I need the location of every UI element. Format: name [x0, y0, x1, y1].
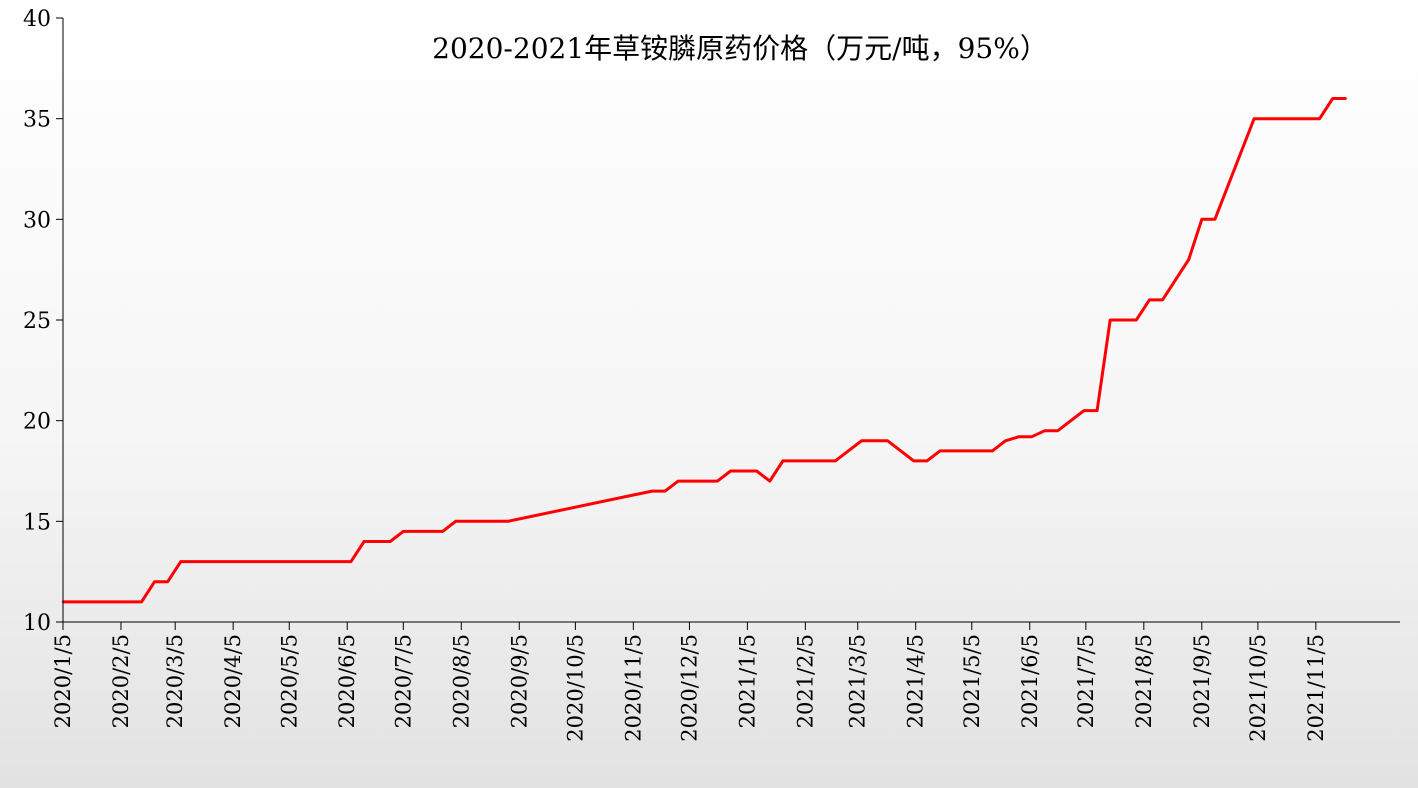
data-point	[454, 520, 457, 523]
chart-title: 2020-2021年草铵膦原药价格（万元/吨，95%）	[432, 32, 1048, 65]
data-point	[179, 560, 183, 563]
x-tick-label: 2020/5/5	[277, 634, 301, 728]
y-tick-label: 30	[23, 208, 51, 233]
data-point	[663, 489, 667, 493]
data-point	[1187, 258, 1190, 261]
data-point	[1108, 318, 1112, 322]
data-point	[1043, 429, 1046, 432]
data-point	[349, 560, 353, 563]
data-point	[781, 459, 785, 463]
y-tick-label: 10	[23, 611, 51, 636]
data-point	[389, 540, 392, 543]
x-tick-label: 2020/3/5	[163, 634, 187, 728]
data-point	[912, 459, 916, 463]
x-tick-label: 2020/4/5	[221, 634, 245, 728]
x-tick-label: 2020/1/5	[51, 634, 75, 728]
data-point	[1004, 439, 1007, 442]
x-tick-label: 2020/8/5	[449, 634, 473, 728]
data-point	[402, 530, 405, 533]
data-point	[729, 469, 732, 473]
x-tick-label: 2021/9/5	[1190, 634, 1214, 728]
data-point	[938, 449, 942, 453]
data-point	[1331, 97, 1334, 100]
data-point	[166, 580, 169, 583]
data-point	[140, 600, 143, 604]
x-tick-label: 2021/1/5	[735, 634, 759, 728]
data-point	[1318, 117, 1321, 120]
data-point	[506, 520, 510, 523]
x-tick-label: 2020/12/5	[677, 634, 701, 742]
x-tick-label: 2021/4/5	[904, 634, 928, 728]
x-tick-label: 2020/9/5	[507, 634, 531, 728]
data-point	[1017, 435, 1020, 438]
data-point	[650, 489, 654, 493]
x-tick-label: 2021/5/5	[960, 634, 984, 728]
x-tick-label: 2021/11/5	[1304, 634, 1328, 742]
x-tick-label: 2020/10/5	[563, 634, 587, 742]
data-point	[1135, 318, 1138, 322]
price-series-line	[63, 97, 1346, 604]
data-point	[1344, 97, 1347, 100]
data-point	[886, 439, 889, 442]
data-point	[1161, 298, 1164, 302]
y-tick-label: 20	[23, 410, 51, 435]
data-point	[860, 439, 863, 442]
data-point	[834, 459, 837, 463]
data-point	[1148, 298, 1151, 302]
data-point	[991, 449, 994, 453]
data-point	[362, 540, 366, 543]
data-point	[1252, 117, 1256, 120]
x-axis: 2020/1/5 2020/2/5 2020/3/5 2020/4/5 2020/5/5…	[51, 621, 1400, 742]
y-tick-label: 40	[23, 7, 51, 32]
data-point	[1213, 218, 1217, 221]
data-point	[1200, 218, 1203, 221]
data-point	[1056, 429, 1060, 432]
data-point	[153, 580, 156, 583]
x-tick-label: 2020/7/5	[391, 634, 415, 728]
x-tick-label: 2021/6/5	[1018, 634, 1042, 728]
data-point	[755, 469, 758, 473]
x-tick-label: 2020/6/5	[335, 634, 359, 728]
y-tick-label: 35	[23, 108, 51, 133]
data-point	[677, 479, 680, 483]
x-tick-label: 2020/2/5	[109, 634, 133, 728]
data-point	[1095, 409, 1099, 412]
data-point	[1082, 409, 1086, 412]
data-point	[441, 530, 444, 533]
plot-area	[61, 97, 1347, 604]
data-point	[925, 459, 929, 463]
data-point	[716, 479, 719, 483]
x-tick-label: 2021/8/5	[1132, 634, 1156, 728]
data-point	[768, 479, 772, 483]
x-tick-label: 2021/3/5	[846, 634, 870, 728]
x-tick-label: 2021/10/5	[1246, 634, 1270, 742]
y-tick-label: 25	[23, 309, 51, 334]
x-tick-label: 2020/11/5	[621, 634, 645, 742]
x-tick-label: 2021/7/5	[1074, 634, 1098, 728]
data-point	[1030, 435, 1033, 438]
x-tick-label: 2021/2/5	[793, 634, 817, 728]
y-tick-label: 15	[23, 510, 51, 535]
y-axis: 10 15 20 25 30 35 40	[23, 7, 64, 636]
